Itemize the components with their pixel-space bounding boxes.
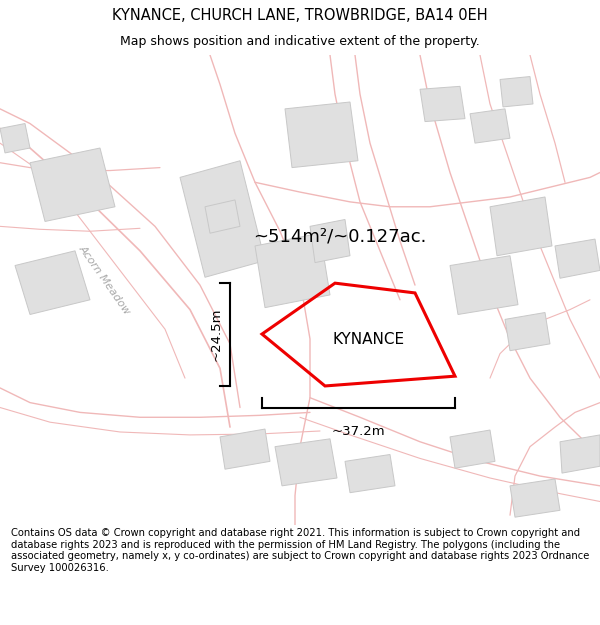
Polygon shape: [310, 219, 350, 262]
Polygon shape: [420, 86, 465, 122]
Polygon shape: [255, 233, 330, 308]
Polygon shape: [555, 239, 600, 278]
Polygon shape: [30, 148, 115, 221]
Polygon shape: [450, 256, 518, 314]
Polygon shape: [450, 430, 495, 468]
Text: ~24.5m: ~24.5m: [209, 308, 223, 361]
Polygon shape: [275, 439, 337, 486]
Polygon shape: [180, 161, 265, 278]
Polygon shape: [490, 197, 552, 256]
Polygon shape: [510, 479, 560, 517]
Polygon shape: [205, 200, 240, 233]
Polygon shape: [560, 435, 600, 473]
Text: Contains OS data © Crown copyright and database right 2021. This information is : Contains OS data © Crown copyright and d…: [11, 528, 589, 572]
Polygon shape: [0, 124, 30, 153]
Polygon shape: [15, 251, 90, 314]
Polygon shape: [470, 109, 510, 143]
Text: Acorn Meadow: Acorn Meadow: [77, 244, 133, 317]
Polygon shape: [500, 76, 533, 107]
Polygon shape: [505, 312, 550, 351]
Polygon shape: [220, 429, 270, 469]
Polygon shape: [285, 102, 358, 168]
Text: ~514m²/~0.127ac.: ~514m²/~0.127ac.: [253, 227, 427, 245]
Polygon shape: [345, 454, 395, 493]
Text: ~37.2m: ~37.2m: [332, 425, 385, 438]
Text: KYNANCE, CHURCH LANE, TROWBRIDGE, BA14 0EH: KYNANCE, CHURCH LANE, TROWBRIDGE, BA14 0…: [112, 8, 488, 23]
Text: Map shows position and indicative extent of the property.: Map shows position and indicative extent…: [120, 35, 480, 48]
Text: KYNANCE: KYNANCE: [332, 332, 404, 347]
